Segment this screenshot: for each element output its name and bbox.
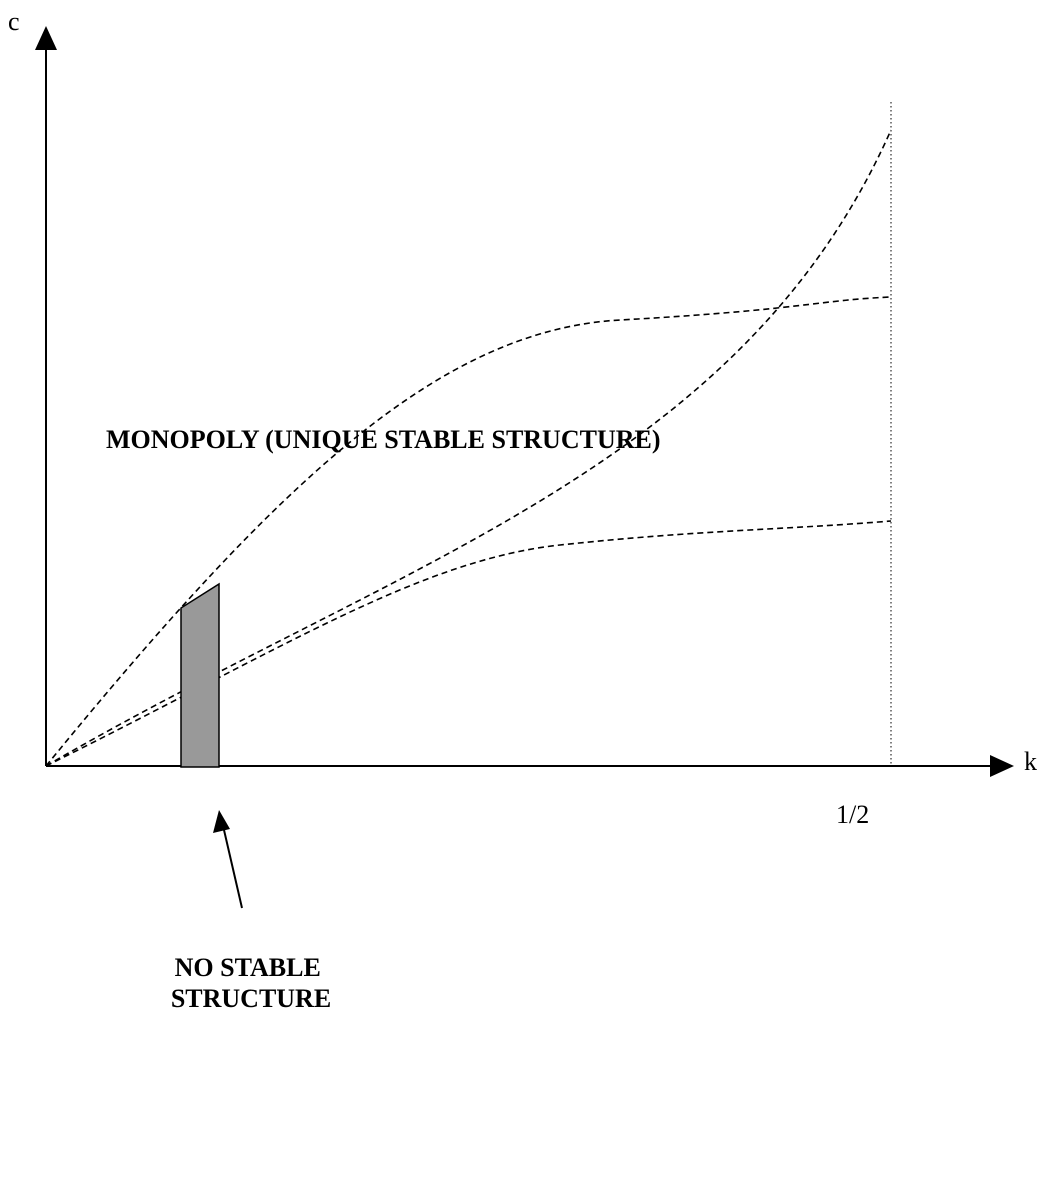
upper-concave-boundary-curve xyxy=(45,296,892,767)
x-tick-label-half: 1/2 xyxy=(836,800,869,829)
y-axis-label: c xyxy=(8,7,20,36)
y-axis-arrowhead xyxy=(35,26,57,50)
no-stable-label-line1: NO STABLE xyxy=(175,953,321,982)
lower-concave-boundary-curve xyxy=(45,520,892,767)
no-stable-label-line2: STRUCTURE xyxy=(171,984,331,1013)
no-stable-structure-region xyxy=(180,582,220,768)
pointer-arrow-shaft xyxy=(223,829,243,909)
x-axis-label: k xyxy=(1024,747,1037,776)
pointer-arrow-head xyxy=(213,810,230,833)
no-stable-structure-label: NO STABLE STRUCTURE xyxy=(171,953,331,1013)
x-axis-arrowhead xyxy=(990,755,1014,777)
monopoly-region-label: MONOPOLY (UNIQUE STABLE STRUCTURE) xyxy=(106,425,661,454)
convex-boundary-curve xyxy=(45,129,892,767)
